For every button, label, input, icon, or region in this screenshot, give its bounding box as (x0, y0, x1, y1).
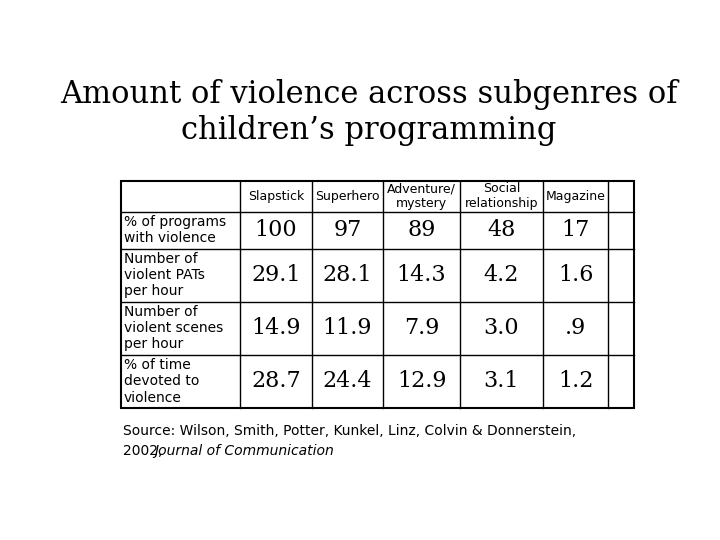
Text: 3.1: 3.1 (484, 370, 519, 393)
Text: 14.3: 14.3 (397, 264, 446, 286)
Text: 89: 89 (408, 219, 436, 241)
Text: Source: Wilson, Smith, Potter, Kunkel, Linz, Colvin & Donnerstein,: Source: Wilson, Smith, Potter, Kunkel, L… (124, 424, 577, 437)
Text: Journal of Communication: Journal of Communication (155, 443, 334, 457)
Text: 1.6: 1.6 (558, 264, 593, 286)
Text: Magazine: Magazine (546, 190, 606, 203)
Text: Superhero: Superhero (315, 190, 379, 203)
Text: % of time
devoted to
violence: % of time devoted to violence (124, 358, 199, 404)
Text: 17: 17 (562, 219, 590, 241)
Text: 29.1: 29.1 (251, 264, 301, 286)
Text: 2002,: 2002, (124, 443, 167, 457)
Text: 12.9: 12.9 (397, 370, 446, 393)
Text: 100: 100 (255, 219, 297, 241)
Text: Slapstick: Slapstick (248, 190, 305, 203)
Text: .9: .9 (565, 318, 586, 339)
Text: 28.7: 28.7 (251, 370, 301, 393)
Text: 97: 97 (333, 219, 361, 241)
Text: 7.9: 7.9 (404, 318, 439, 339)
Text: 3.0: 3.0 (484, 318, 519, 339)
Bar (121, 181, 634, 408)
Text: 11.9: 11.9 (323, 318, 372, 339)
Text: Social
relationship: Social relationship (464, 183, 538, 211)
Text: 24.4: 24.4 (323, 370, 372, 393)
Text: 4.2: 4.2 (484, 264, 519, 286)
Text: Adventure/
mystery: Adventure/ mystery (387, 183, 456, 211)
Text: 28.1: 28.1 (323, 264, 372, 286)
Text: Number of
violent scenes
per hour: Number of violent scenes per hour (124, 305, 223, 352)
Text: 1.2: 1.2 (558, 370, 593, 393)
Text: % of programs
with violence: % of programs with violence (124, 215, 226, 245)
Text: 14.9: 14.9 (251, 318, 301, 339)
Text: Amount of violence across subgenres of
children’s programming: Amount of violence across subgenres of c… (60, 79, 678, 146)
Text: Number of
violent PATs
per hour: Number of violent PATs per hour (124, 252, 205, 299)
Text: 48: 48 (487, 219, 516, 241)
